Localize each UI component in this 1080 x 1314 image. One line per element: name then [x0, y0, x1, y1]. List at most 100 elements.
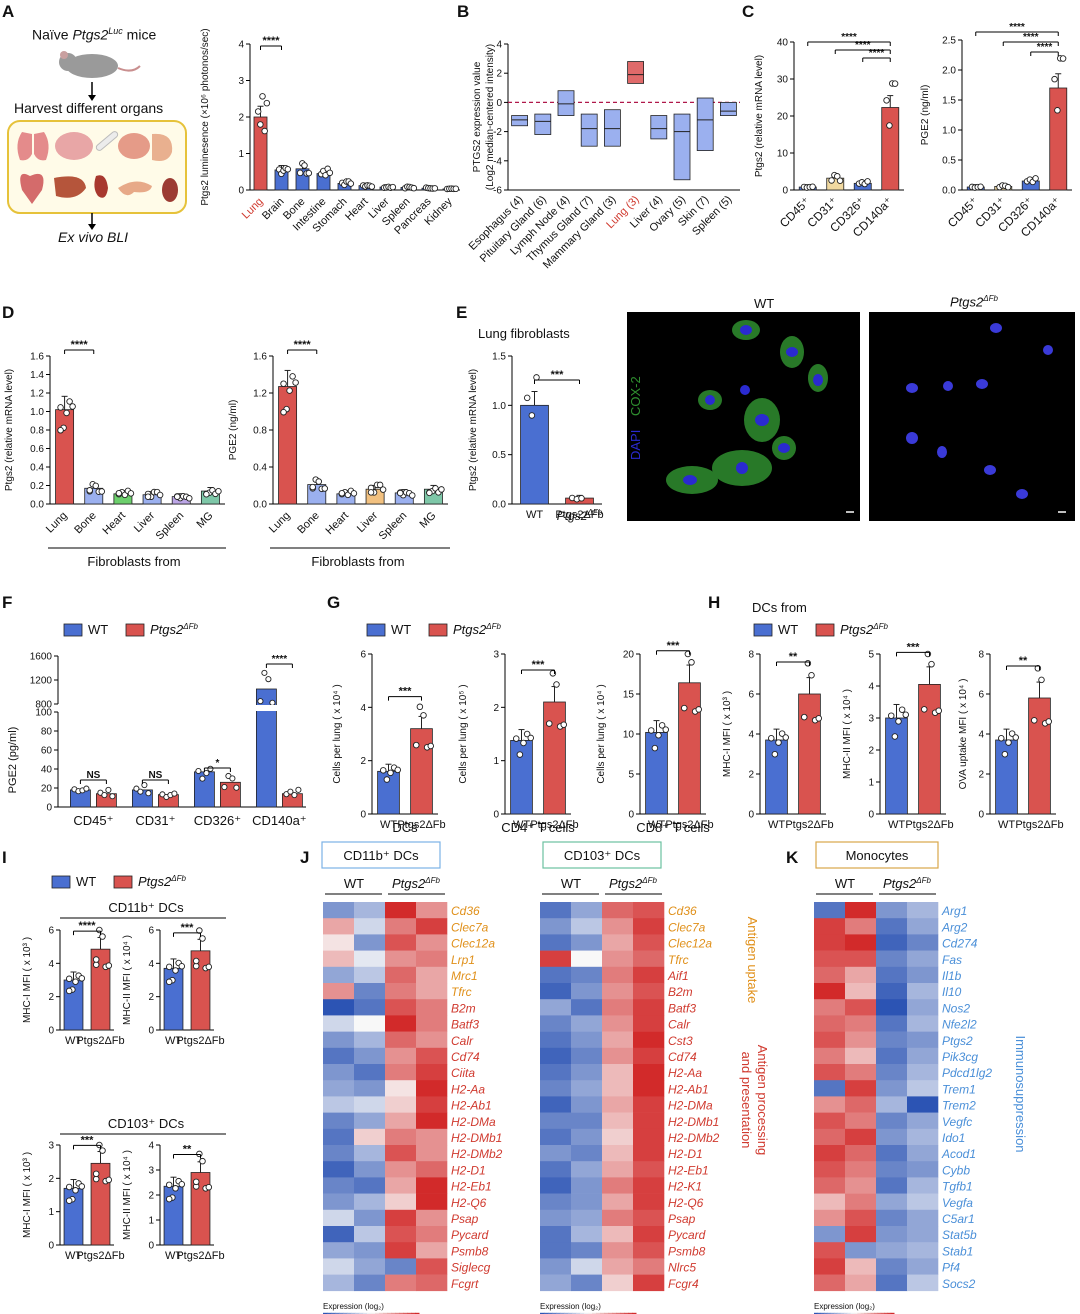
heatmap-cell	[354, 950, 386, 968]
heatmap-cell	[416, 966, 448, 984]
heatmap-cell	[323, 1128, 355, 1146]
heatmap-cell	[602, 1031, 634, 1049]
heatmap-cell	[323, 1274, 355, 1292]
y-axis-label: PTGS2 expression value	[472, 61, 483, 172]
colorbar-step	[327, 1312, 332, 1314]
heatmap-cell	[323, 1242, 355, 1259]
x-tick-label: WT	[513, 819, 530, 831]
panel-label-B: B	[457, 2, 470, 21]
heatmap-cell	[876, 1226, 908, 1243]
x-tick-label: Ptgs2ΔFb	[76, 1035, 124, 1047]
heatmap-cell	[633, 1242, 665, 1259]
y-tick-label: 5	[628, 770, 634, 781]
heatmap-cell	[907, 1128, 939, 1146]
row-label: Fcgr4	[668, 1277, 699, 1291]
colorbar-step	[870, 1312, 875, 1314]
data-point	[92, 1170, 100, 1178]
data-point	[520, 739, 527, 747]
data-point	[902, 711, 910, 719]
row-label: Psap	[668, 1212, 696, 1226]
heatmap-cell	[571, 1226, 603, 1243]
heatmap-cell	[416, 1161, 448, 1178]
y-tick-label: 0	[782, 186, 788, 197]
panel-label-I: I	[2, 848, 7, 867]
x-tick-label: Liver	[132, 509, 158, 535]
y-tick-label: 0	[496, 98, 502, 109]
row-label: Cd74	[451, 1050, 480, 1064]
heatmap-cell	[354, 999, 386, 1016]
heatmap-cell	[354, 1096, 386, 1113]
heatmap-cell	[602, 1177, 634, 1194]
panel-e-title: Lung fibroblasts	[478, 326, 570, 341]
row-label: Aif1	[667, 969, 689, 983]
y-tick-label: 6	[360, 650, 366, 661]
heatmap-cell	[571, 918, 603, 935]
row-label: Clec7a	[668, 920, 706, 934]
data-point	[186, 495, 193, 502]
heatmap-cell	[845, 950, 877, 968]
row-label: Stab1	[942, 1244, 973, 1258]
heatmap-cell	[540, 1258, 572, 1275]
panel-e-wt-title: WT	[754, 296, 775, 311]
superscript: ΔFb	[424, 876, 440, 885]
data-point	[1004, 183, 1012, 191]
group-label: CD103⁺ DCs	[108, 1116, 185, 1131]
y-tick-label: 0	[748, 810, 754, 821]
data-point	[1045, 718, 1053, 725]
heatmap-cell	[814, 1128, 846, 1146]
kidney-icon	[162, 178, 178, 202]
y-tick-label: 0.0	[30, 500, 44, 511]
sig-label: ***	[551, 369, 565, 381]
heatmap-cell	[633, 1064, 665, 1081]
data-point	[144, 493, 152, 500]
x-tick-label: CD45⁺	[73, 813, 113, 828]
panel-label-C: C	[742, 2, 755, 21]
axis-break	[254, 705, 279, 711]
data-point	[165, 1195, 173, 1203]
data-point	[296, 169, 304, 177]
colorbar-step	[343, 1312, 348, 1314]
sig-label: **	[183, 1144, 192, 1156]
heatmap-cell	[602, 1193, 634, 1211]
colorbar-step	[351, 1312, 356, 1314]
heatmap-cell	[814, 1242, 846, 1259]
y-tick-label: 40	[777, 38, 789, 49]
heatmap-cell	[323, 999, 355, 1016]
row-label: Trem1	[942, 1082, 976, 1096]
heatmap-cell	[907, 1177, 939, 1194]
heatmap-cell	[354, 1209, 386, 1227]
data-point	[688, 659, 695, 666]
data-point	[394, 766, 402, 774]
y-tick-label: 0	[48, 1241, 54, 1252]
data-point	[886, 122, 893, 129]
legend-label-wt: WT	[778, 622, 798, 637]
heatmap-cell	[416, 1096, 448, 1113]
heatmap-cell	[323, 934, 355, 951]
y-tick-label: 0	[148, 1026, 154, 1037]
heatmap-cell	[602, 1161, 634, 1178]
stomach-icon	[152, 133, 173, 161]
x-tick-label: Heart	[324, 510, 352, 538]
heatmap-cell	[814, 1096, 846, 1113]
data-point	[1051, 75, 1058, 83]
panel-label-E: E	[456, 303, 468, 322]
colorbar-step	[632, 1312, 637, 1314]
box-Spleen (5)	[720, 102, 737, 116]
x-tick-label: CD326⁺	[194, 813, 241, 828]
x-tick-label: WT	[380, 819, 397, 831]
x-tick-label: MG	[195, 510, 216, 531]
heatmap-cell	[602, 1112, 634, 1130]
heatmap-cell	[814, 1080, 846, 1097]
heatmap-cell	[571, 1128, 603, 1146]
y-tick-label: 20	[777, 112, 789, 123]
x-tick-label: WT	[65, 1250, 82, 1262]
data-point	[368, 183, 376, 190]
data-point	[86, 487, 93, 494]
heatmap-cell	[571, 934, 603, 951]
chart-G3: 0 5 10 15 20 WT Ptgs2ΔFb Cells per lung ( x 10⁴…	[596, 640, 714, 835]
heatmap-cell	[354, 1145, 386, 1162]
colorbar-step	[540, 1312, 545, 1314]
heatmap-cell	[540, 1031, 572, 1049]
